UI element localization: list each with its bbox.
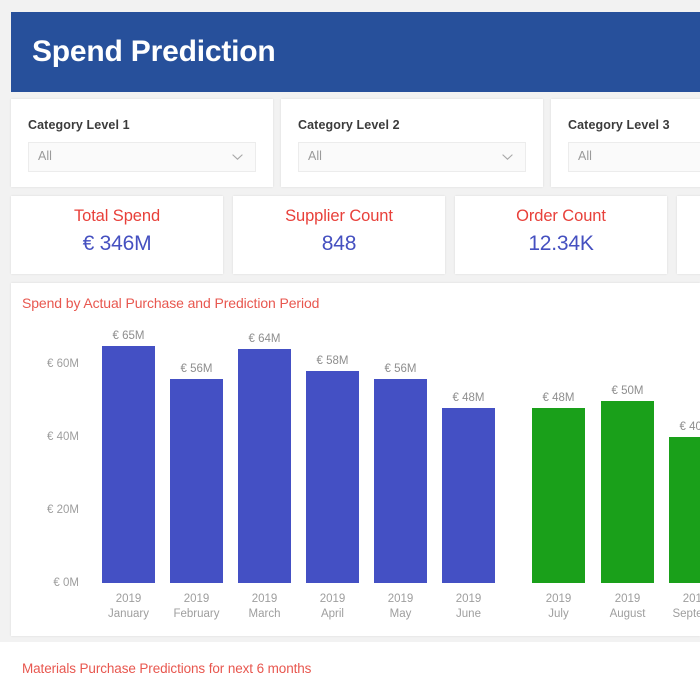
chart-bar[interactable]: € 56M 2019 February — [170, 363, 223, 620]
kpi-value-total-spend: € 346M — [82, 232, 152, 255]
chart-bar[interactable]: € 48M 2019 June — [442, 392, 495, 620]
chart-bar-rect — [532, 407, 585, 583]
kpi-title-total-spend: Total Spend — [73, 207, 161, 225]
chart-bar-value-label: € 64M — [248, 333, 281, 346]
chart-bar[interactable]: € 50M 2019 August — [601, 385, 654, 620]
kpi-value-supplier-count: 848 — [321, 232, 357, 255]
chart-bar-rect — [306, 371, 359, 583]
filter-card-category-level-3: Category Level 3 All — [551, 99, 700, 187]
x-axis-category-label: 2019 August — [609, 593, 646, 620]
kpi-row: Total Spend € 346M Supplier Count 848 Or… — [0, 196, 700, 276]
chart-bar-rect — [442, 407, 495, 583]
x-axis-category-label: 2019 February — [173, 593, 220, 620]
chart-bar-value-label: € 50M — [611, 384, 644, 397]
chart-bar-rect — [601, 400, 654, 583]
chart-bar-value-label: € 40M — [679, 421, 700, 433]
filter-value-category-level-1: All — [38, 149, 52, 163]
x-axis-category-label: 2019 January — [108, 593, 149, 620]
chart-bar-value-label: € 48M — [452, 391, 485, 404]
chart-bar-rect — [170, 378, 223, 583]
chart-bars: € 65M 2019 January € 56M 2019 February € 64M… — [11, 316, 700, 636]
page-title: Spend Prediction — [32, 35, 276, 68]
chart-bar[interactable]: € 56M 2019 May — [374, 363, 427, 620]
filter-select-category-level-1[interactable]: All — [28, 142, 256, 172]
footer-note: Materials Purchase Predictions for next … — [22, 661, 312, 676]
x-axis-category-label: 2019 May — [387, 593, 414, 620]
y-axis-tick-labels: € 60M € 40M € 20M € 0M — [19, 316, 79, 636]
x-axis-category-label: 2019 Septemb — [672, 593, 700, 620]
filter-row: Category Level 1 All Category Level 2 Al… — [0, 99, 700, 189]
chart-bar-value-label: € 56M — [180, 362, 213, 375]
y-axis-tick-label: € 0M — [53, 577, 79, 589]
chart-bar[interactable]: € 64M 2019 March — [238, 333, 291, 620]
filter-value-category-level-2: All — [308, 149, 322, 163]
kpi-card-supplier-count[interactable]: Supplier Count 848 — [233, 196, 445, 274]
chart-bar-value-label: € 48M — [542, 391, 575, 404]
x-axis-category-label: 2019 June — [455, 593, 482, 620]
chart-bar-rect — [374, 378, 427, 583]
chevron-down-icon — [232, 154, 243, 160]
chart-bar[interactable]: € 58M 2019 April — [306, 355, 359, 620]
kpi-card-order-count[interactable]: Order Count 12.34K — [455, 196, 667, 274]
filter-label-category-level-1: Category Level 1 — [28, 118, 130, 132]
chart-bar-value-label: € 58M — [316, 355, 349, 368]
y-axis-tick-label: € 20M — [47, 504, 79, 516]
page-header: Spend Prediction — [11, 12, 700, 92]
chart-title: Spend by Actual Purchase and Prediction … — [22, 295, 320, 311]
y-axis-tick-label: € 40M — [47, 431, 79, 443]
chart-bar-value-label: € 56M — [384, 362, 417, 375]
kpi-title-supplier-count: Supplier Count — [285, 207, 393, 225]
filter-card-category-level-1: Category Level 1 All — [11, 99, 273, 187]
filter-select-category-level-3[interactable]: All — [568, 142, 700, 172]
spend-chart-panel: Spend by Actual Purchase and Prediction … — [11, 283, 700, 636]
chart-bar-value-label: € 65M — [112, 329, 145, 342]
filter-card-category-level-2: Category Level 2 All — [281, 99, 543, 187]
chart-bar-rect — [238, 349, 291, 583]
kpi-title-order-count: Order Count — [516, 207, 606, 225]
chart-bar[interactable]: € 40M 2019 Septemb — [669, 421, 700, 620]
chart-bar[interactable]: € 48M 2019 July — [532, 392, 585, 620]
chart-bar[interactable]: € 65M 2019 January — [102, 330, 155, 620]
kpi-card-total-spend[interactable]: Total Spend € 346M — [11, 196, 223, 274]
x-axis-category-label: 2019 April — [319, 593, 346, 620]
filter-value-category-level-3: All — [578, 149, 592, 163]
chart-bar-rect — [102, 345, 155, 583]
filter-label-category-level-2: Category Level 2 — [298, 118, 400, 132]
footer-strip — [0, 642, 700, 700]
chevron-down-icon — [502, 154, 513, 160]
y-axis-tick-label: € 60M — [47, 358, 79, 370]
kpi-value-order-count: 12.34K — [528, 232, 594, 255]
x-axis-category-label: 2019 July — [545, 593, 572, 620]
chart-plot-area: € 60M € 40M € 20M € 0M € 65M 2019 January € 5… — [11, 316, 700, 636]
filter-select-category-level-2[interactable]: All — [298, 142, 526, 172]
chart-bar-rect — [669, 437, 700, 583]
filter-label-category-level-3: Category Level 3 — [568, 118, 670, 132]
x-axis-category-label: 2019 March — [248, 593, 281, 620]
kpi-card-offscreen[interactable] — [677, 196, 700, 274]
